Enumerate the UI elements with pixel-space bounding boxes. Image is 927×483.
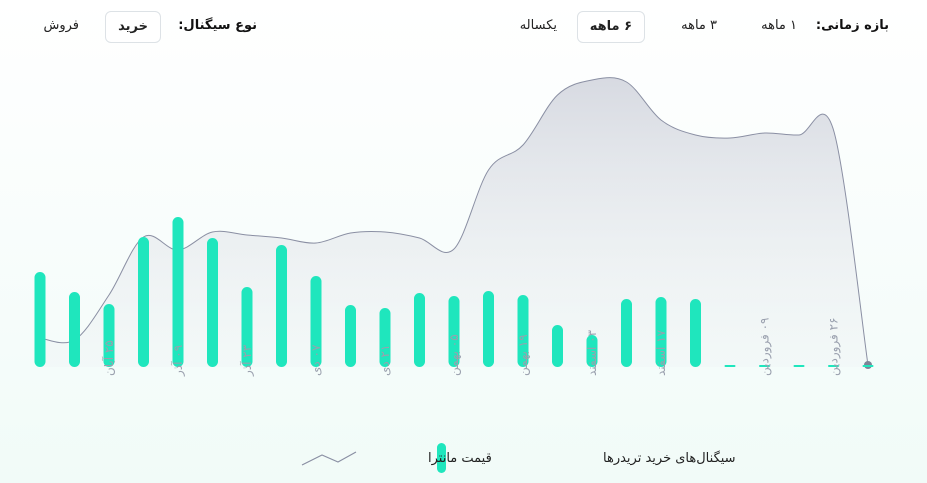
bar <box>724 365 736 367</box>
legend-label: قیمت مانترا <box>428 451 492 466</box>
bar <box>345 305 356 367</box>
range-option[interactable]: ۱ ماهه <box>761 18 797 33</box>
x-tick-label: ۲۵ آبان <box>101 340 116 376</box>
bar <box>241 287 253 367</box>
x-tick-label: ۱۷ اسفند <box>654 329 668 376</box>
bar <box>310 276 322 367</box>
bar <box>828 365 839 367</box>
bar <box>69 292 80 367</box>
bar <box>759 365 770 367</box>
bar <box>103 304 115 367</box>
signal-label: نوع سیگنال: <box>178 18 257 33</box>
x-tick-label: ۲۳ آذر <box>239 344 255 377</box>
bar <box>172 217 184 367</box>
range-option[interactable]: ۳ ماهه <box>681 18 717 33</box>
x-tick-label: ۰۹ فروردین <box>758 318 773 376</box>
x-tick-label: ۲۶ فروردین <box>827 318 842 376</box>
bar <box>586 335 598 367</box>
bar <box>862 365 874 367</box>
bar <box>207 238 218 367</box>
x-tick-label: ۰۹ آذر <box>170 345 186 377</box>
bar <box>276 245 287 367</box>
bar <box>414 293 425 367</box>
x-tick-label: ۰۳ اسفند <box>585 329 599 376</box>
x-tick-label: ۰۵ بهمن <box>447 334 462 376</box>
bar <box>655 297 667 367</box>
bar <box>552 325 563 367</box>
bar <box>621 299 632 367</box>
range-option[interactable]: یکساله <box>519 18 557 33</box>
legend-swatch-line <box>301 451 357 466</box>
x-tick-label: ۲۱ دی <box>378 345 392 376</box>
x-tick-label: ۰۷ دی <box>309 344 323 376</box>
bar <box>793 365 805 367</box>
signal-option[interactable]: خرید <box>105 11 161 43</box>
signal-option[interactable]: فروش <box>43 18 79 33</box>
range-option[interactable]: ۶ ماهه <box>576 11 645 43</box>
range-label: بازه زمانی: <box>815 18 889 33</box>
bar <box>690 299 701 367</box>
bar <box>379 308 391 367</box>
bar <box>517 295 529 367</box>
legend-label: سیگنال‌های خرید تریدرها <box>603 450 736 466</box>
legend-swatch-bars <box>437 443 446 473</box>
bar <box>138 237 149 367</box>
bar <box>483 291 494 367</box>
x-tick-label: ۱۹ بهمن <box>516 334 531 376</box>
bar <box>448 296 460 367</box>
bar <box>34 272 46 367</box>
